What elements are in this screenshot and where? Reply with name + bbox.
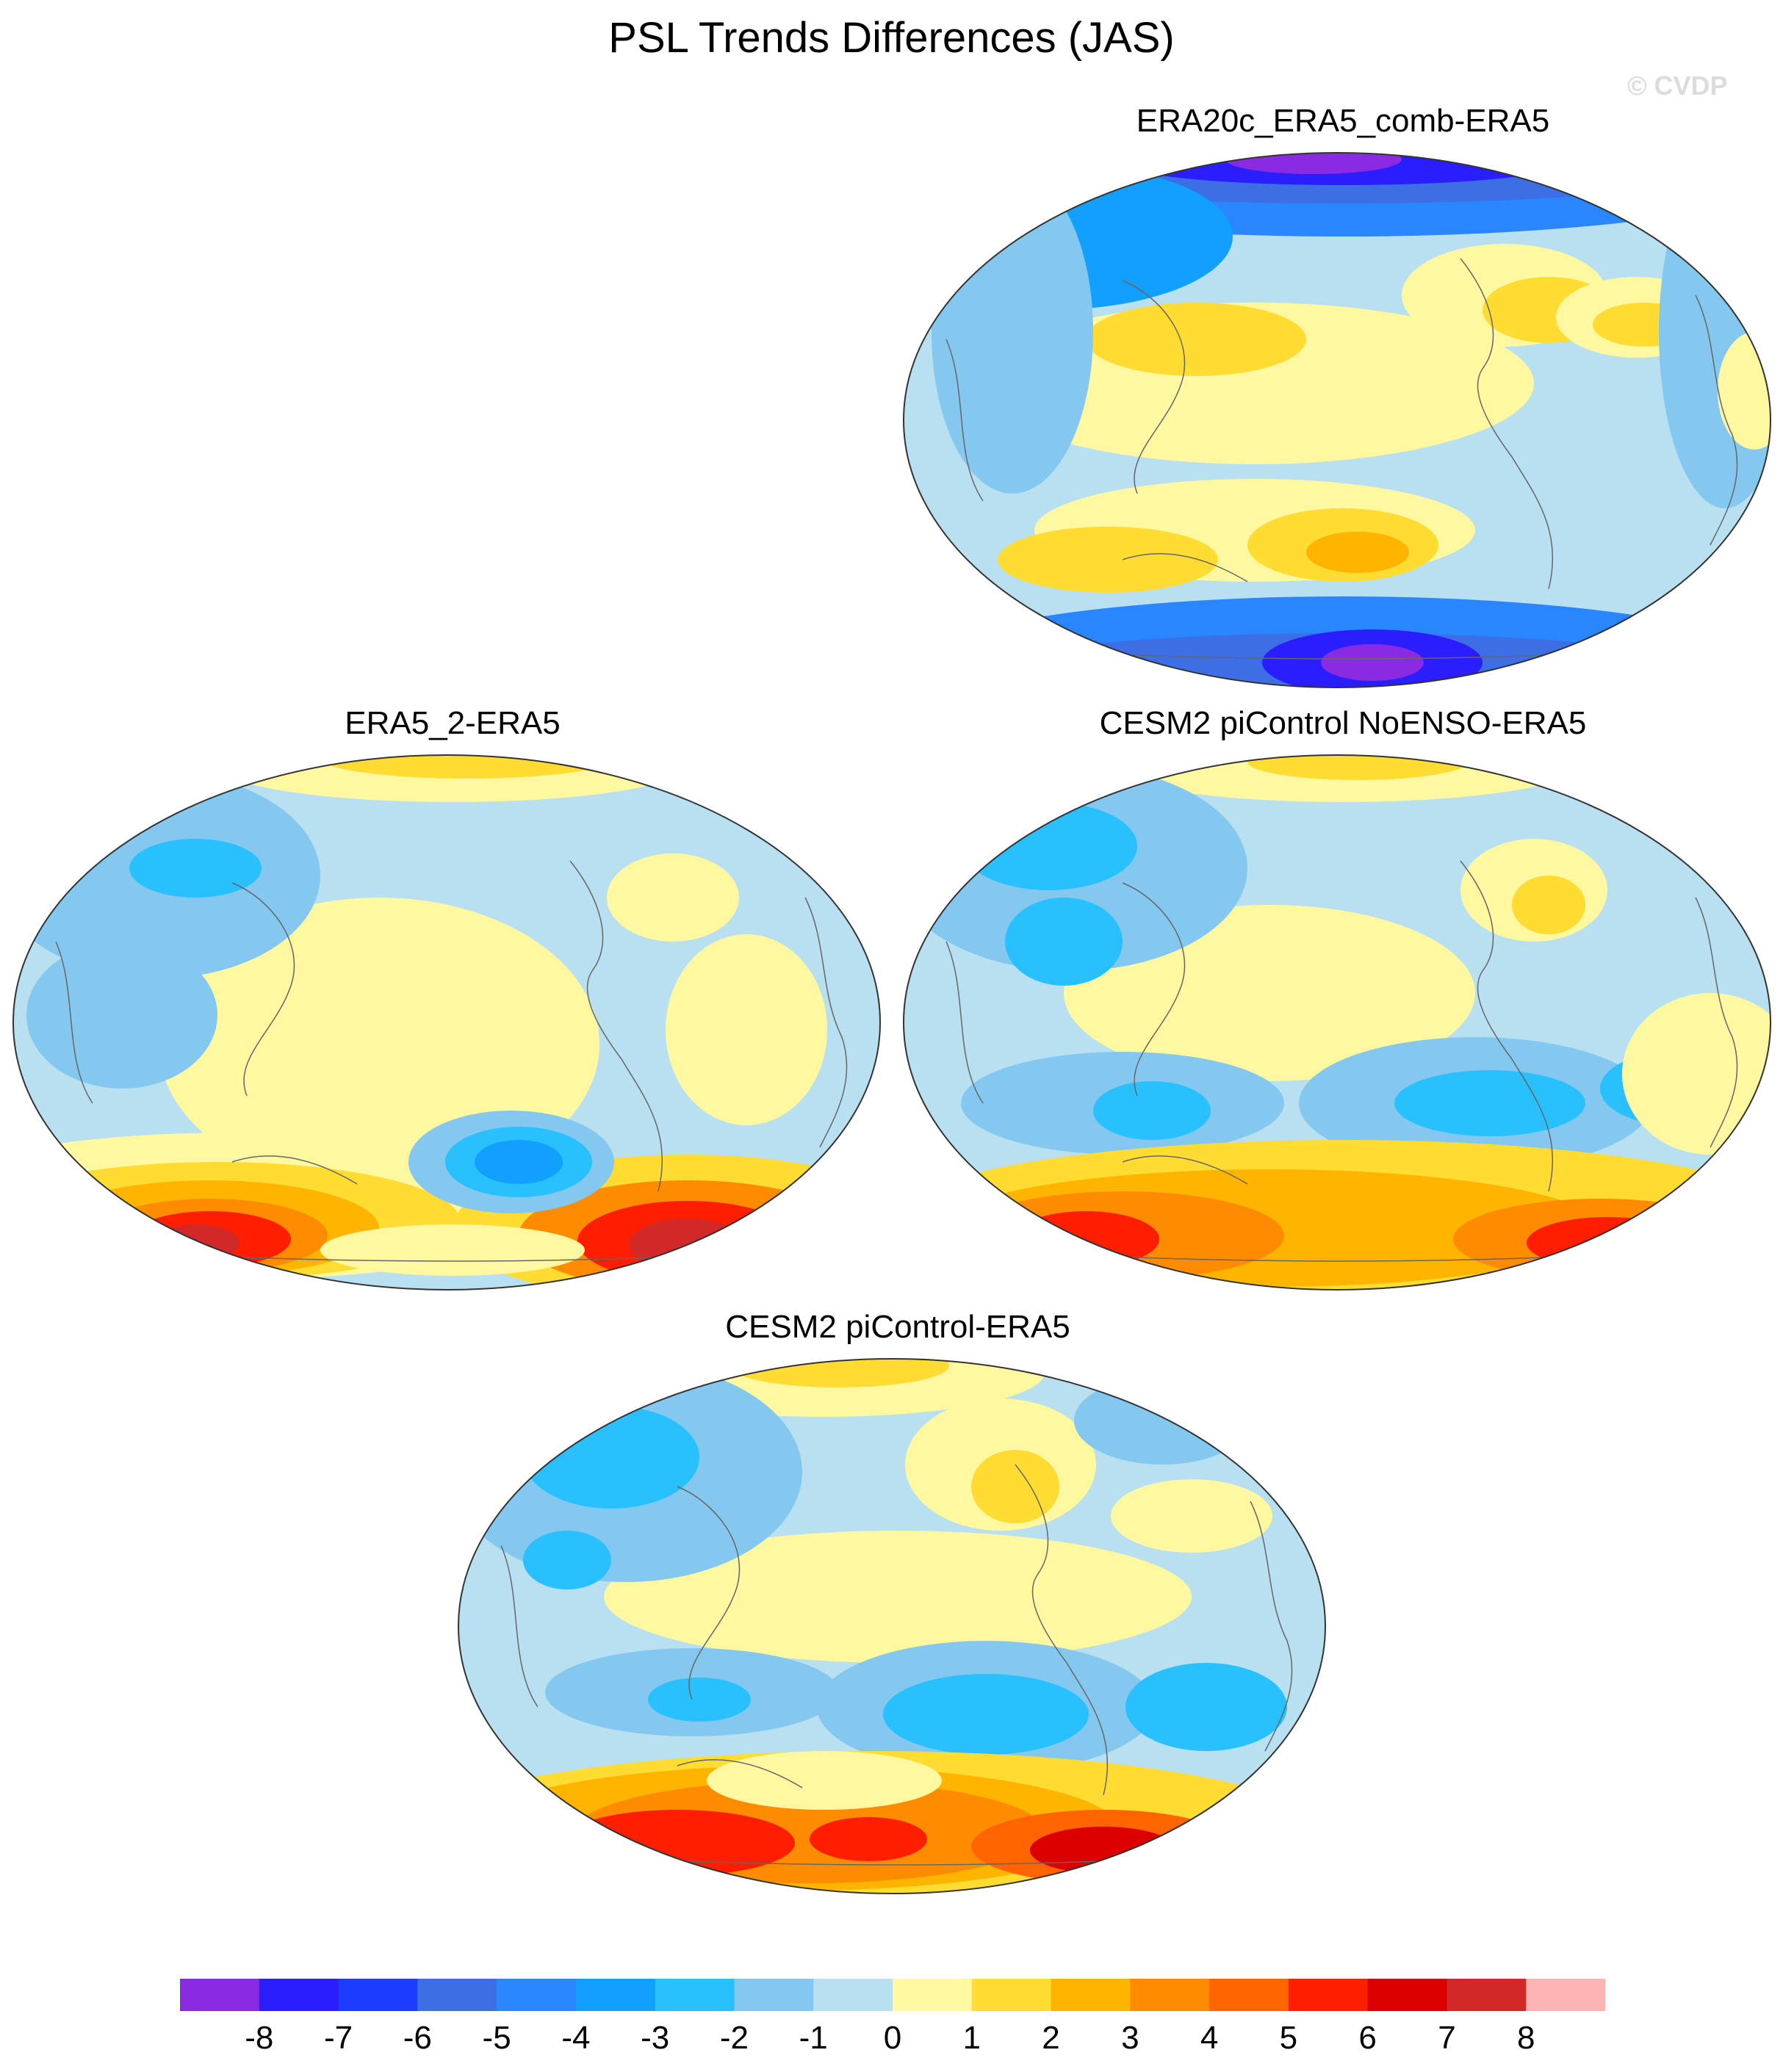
- field-contour: [151, 1224, 239, 1261]
- field-contour: [932, 170, 1093, 494]
- colorbar-tick-label: -1: [799, 2020, 828, 2056]
- colorbar-swatch: [180, 1979, 260, 2011]
- field-contour: [1527, 1217, 1688, 1268]
- colorbar-tick-label: -3: [641, 2020, 670, 2056]
- colorbar-tick-label: 8: [1516, 2020, 1535, 2056]
- panel-cesm2: CESM2 piControl-ERA5: [457, 1309, 1339, 1896]
- colorbar-tick-label: 1: [962, 2020, 981, 2056]
- colorbar-tick-label: 2: [1042, 2020, 1060, 2056]
- field-contour: [1512, 876, 1585, 934]
- field-contour: [607, 853, 739, 942]
- colorbar-tick-label: 4: [1200, 2020, 1219, 2056]
- field-contour: [1012, 1211, 1159, 1267]
- colorbar-tick-label: 5: [1279, 2020, 1298, 2056]
- colorbar-swatch: [1130, 1979, 1210, 2011]
- field-contour: [1718, 332, 1771, 450]
- field-contour: [707, 1751, 942, 1810]
- coastline: [55, 860, 848, 1262]
- panel-title: CESM2 piControl-ERA5: [725, 1309, 1070, 1345]
- coastline: [500, 1464, 1293, 1866]
- field-contour: [1394, 1070, 1585, 1136]
- colorbar-swatch: [813, 1979, 893, 2011]
- field-contour: [648, 1678, 751, 1722]
- field-contour: [475, 1140, 563, 1184]
- colorbar-tick-label: -5: [482, 2020, 511, 2056]
- colorbar-swatch: [259, 1979, 339, 2011]
- colorbar-tick-label: 7: [1438, 2020, 1456, 2056]
- field-contour: [810, 1817, 927, 1861]
- colorbar-tick-label: 3: [1121, 2020, 1139, 2056]
- colorbar-tick-label: 6: [1358, 2020, 1377, 2056]
- panel-cesm2-noenso: CESM2 piControl NoENSO-ERA5: [902, 705, 1783, 1293]
- panel-era5-2: ERA5_2-ERA5: [12, 705, 893, 1293]
- map-cesm2: [458, 1358, 1326, 1894]
- colorbar-swatch: [338, 1979, 418, 2011]
- field-contour: [1086, 303, 1306, 376]
- colorbar-tick-label: -6: [403, 2020, 432, 2056]
- map-outline: [458, 1358, 1326, 1894]
- field-contour: [1247, 755, 1468, 780]
- field-contour: [1306, 532, 1409, 573]
- coastline: [945, 860, 1738, 1262]
- map-outline: [903, 152, 1771, 688]
- colorbar-swatch: [1526, 1979, 1605, 2011]
- colorbar-tick-label: -2: [719, 2020, 749, 2056]
- field-contour: [560, 1810, 795, 1876]
- colorbar-swatch: [1288, 1979, 1369, 2011]
- field-contour: [998, 527, 1218, 593]
- map-era5-2: [12, 754, 881, 1291]
- colorbar-swatch: [893, 1979, 973, 2011]
- panel-title: ERA5_2-ERA5: [345, 705, 561, 741]
- field-contour: [729, 1359, 949, 1387]
- field-contour: [320, 755, 614, 779]
- colorbar-swatch: [734, 1979, 814, 2011]
- field-contour: [26, 942, 217, 1089]
- field-contour: [1321, 644, 1424, 681]
- field-contour: [961, 802, 1137, 890]
- colorbar-tick-label: -7: [323, 2020, 353, 2056]
- colorbar-swatch: [417, 1979, 497, 2011]
- panel-era20c: ERA20c_ERA5_comb-ERA5: [902, 103, 1783, 690]
- field-contour: [1030, 1827, 1177, 1874]
- field-contour: [883, 1674, 1089, 1755]
- colorbar: [180, 1979, 1605, 2011]
- field-contour: [523, 1531, 611, 1589]
- field-contour: [1453, 1199, 1747, 1279]
- colorbar-swatch: [655, 1979, 735, 2011]
- field-contour: [1125, 1663, 1287, 1751]
- colorbar-swatch: [1209, 1979, 1289, 2011]
- colorbar-swatch: [1051, 1979, 1131, 2011]
- field-contour: [666, 934, 827, 1125]
- map-era20c: [903, 152, 1771, 688]
- colorbar-swatch: [575, 1979, 656, 2011]
- field-contour: [971, 1450, 1059, 1523]
- field-contour: [129, 839, 262, 898]
- field-contour: [523, 1406, 699, 1509]
- coastline: [945, 258, 1738, 660]
- field-contour: [320, 1224, 585, 1276]
- panel-title: CESM2 piControl NoENSO-ERA5: [1099, 705, 1587, 741]
- colorbar-swatch: [1367, 1979, 1447, 2011]
- colorbar-tick-label: -8: [245, 2020, 274, 2056]
- colorbar-tick-label: 0: [883, 2020, 902, 2056]
- map-outline: [12, 754, 881, 1291]
- panel-title: ERA20c_ERA5_comb-ERA5: [1136, 103, 1550, 139]
- colorbar-swatch: [497, 1979, 577, 2011]
- field-contour: [1005, 898, 1123, 986]
- figure-title: PSL Trends Differences (JAS): [608, 14, 1175, 62]
- field-contour: [1074, 1376, 1250, 1465]
- colorbar-swatch: [1447, 1979, 1527, 2011]
- colorbar-tick-label: -4: [561, 2020, 591, 2056]
- field-contour: [1225, 153, 1402, 174]
- field-contour: [1111, 1479, 1272, 1553]
- watermark: © CVDP: [1627, 71, 1728, 101]
- field-contour: [1093, 1081, 1211, 1140]
- map-cesm2-noenso: [903, 754, 1771, 1291]
- colorbar-swatch: [971, 1979, 1052, 2011]
- map-outline: [903, 754, 1771, 1291]
